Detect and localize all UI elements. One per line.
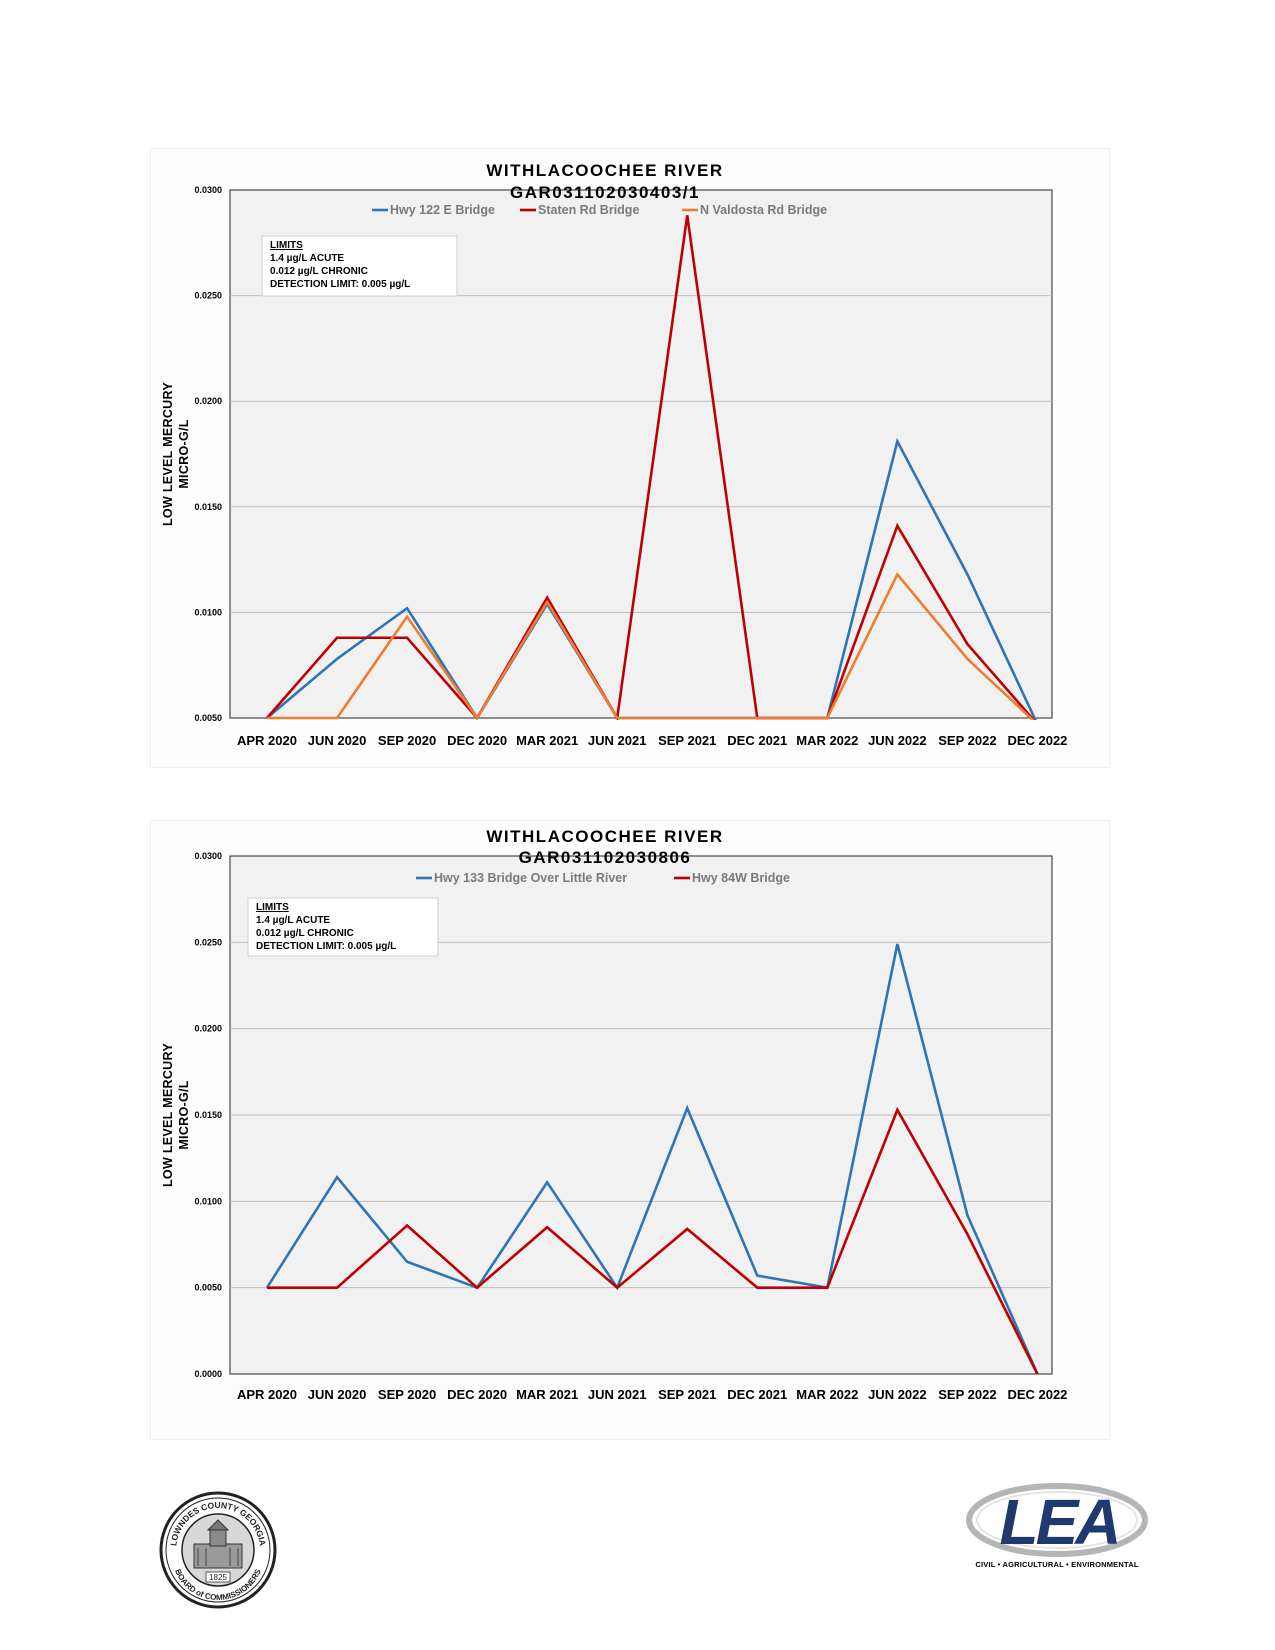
- x-tick-label: JUN 2020: [308, 1387, 367, 1402]
- y-tick-label: 0.0300: [194, 851, 222, 861]
- limits-heading: LIMITS: [256, 902, 289, 913]
- x-tick-label: JUN 2021: [588, 733, 647, 748]
- x-tick-label: JUN 2022: [868, 733, 927, 748]
- x-tick-label: MAR 2022: [796, 733, 858, 748]
- y-axis-label-line1: LOW LEVEL MERCURY: [161, 1043, 175, 1187]
- x-tick-label: SEP 2022: [938, 733, 996, 748]
- x-tick-label: SEP 2020: [378, 733, 436, 748]
- mercury-chart-1: WITHLACOOCHEE RIVER GAR031102030403/1 0.00…: [149, 147, 1111, 769]
- y-tick-label: 0.0250: [194, 291, 222, 301]
- mercury-chart-2: WITHLACOOCHEE RIVER GAR031102030806 0.0000…: [149, 819, 1111, 1441]
- x-tick-label: SEP 2021: [658, 1387, 716, 1402]
- lea-tagline: CIVIL • AGRICULTURAL • ENVIRONMENTAL: [975, 1560, 1139, 1569]
- y-tick-label: 0.0150: [194, 502, 222, 512]
- limits-box: [247, 897, 439, 957]
- x-tick-label: SEP 2021: [658, 733, 716, 748]
- y-axis-label-line1: LOW LEVEL MERCURY: [161, 382, 175, 526]
- legend-label: Hwy 133 Bridge Over Little River: [434, 871, 627, 885]
- x-tick-label: APR 2020: [237, 1387, 297, 1402]
- limits-box: [261, 235, 458, 297]
- y-tick-label: 0.0100: [194, 607, 222, 617]
- chart-1-group: WITHLACOOCHEE RIVER GAR031102030403/1 0.00…: [149, 147, 1111, 769]
- chart-1-svg: WITHLACOOCHEE RIVER GAR031102030403/1 0.00…: [149, 147, 1111, 769]
- x-tick-label: MAR 2021: [516, 1387, 578, 1402]
- y-tick-label: 0.0000: [194, 1369, 222, 1379]
- x-tick-label: DEC 2022: [1007, 1387, 1067, 1402]
- chart-2-group: WITHLACOOCHEE RIVER GAR031102030806 0.0000…: [149, 819, 1111, 1441]
- x-tick-label: DEC 2020: [447, 1387, 507, 1402]
- lea-logo-text: LEA: [1000, 1486, 1119, 1558]
- x-tick-label: JUN 2020: [308, 733, 367, 748]
- x-tick-label: APR 2020: [237, 733, 297, 748]
- y-axis-label-line2: MICRO-G/L: [177, 1080, 191, 1149]
- y-tick-label: 0.0050: [194, 1283, 222, 1293]
- y-tick-label: 0.0250: [194, 937, 222, 947]
- x-tick-label: MAR 2021: [516, 733, 578, 748]
- limits-line: 0.012 µg/L CHRONIC: [270, 266, 368, 277]
- y-tick-label: 0.0300: [194, 185, 222, 195]
- y-tick-label: 0.0200: [194, 396, 222, 406]
- chart-title: WITHLACOOCHEE RIVER: [486, 161, 723, 180]
- series-line-1: [265, 943, 1039, 1375]
- series-line-2: [267, 1106, 1039, 1375]
- x-tick-label: JUN 2021: [588, 1387, 647, 1402]
- limits-line: 0.012 µg/L CHRONIC: [256, 928, 354, 939]
- y-axis-label-line2: MICRO-G/L: [177, 419, 191, 488]
- legend-label: Hwy 84W Bridge: [692, 871, 790, 885]
- limits-line: 1.4 µg/L ACUTE: [270, 253, 344, 264]
- legend-label: N Valdosta Rd Bridge: [700, 203, 827, 217]
- x-tick-label: DEC 2021: [727, 733, 787, 748]
- limits-line: DETECTION LIMIT: 0.005 µg/L: [270, 279, 410, 290]
- chart-2-svg: WITHLACOOCHEE RIVER GAR031102030806 0.0000…: [149, 819, 1111, 1441]
- x-tick-label: JUN 2022: [868, 1387, 927, 1402]
- x-tick-label: DEC 2020: [447, 733, 507, 748]
- chart-subtitle: GAR031102030806: [519, 848, 692, 867]
- lowndes-county-seal: 1825 LOWNDES COUNTY GEORGIA BOARD of COM…: [158, 1488, 278, 1612]
- x-tick-label: SEP 2020: [378, 1387, 436, 1402]
- series-line-3: [267, 572, 1035, 720]
- chart-title: WITHLACOOCHEE RIVER: [486, 827, 723, 846]
- seal-year: 1825: [209, 1573, 227, 1582]
- y-tick-label: 0.0200: [194, 1024, 222, 1034]
- x-tick-label: DEC 2022: [1007, 733, 1067, 748]
- x-tick-label: SEP 2022: [938, 1387, 996, 1402]
- limits-heading: LIMITS: [270, 240, 303, 251]
- y-tick-label: 0.0100: [194, 1196, 222, 1206]
- limits-line: DETECTION LIMIT: 0.005 µg/L: [256, 941, 396, 952]
- y-tick-label: 0.0150: [194, 1110, 222, 1120]
- x-tick-label: MAR 2022: [796, 1387, 858, 1402]
- legend-label: Hwy 122 E Bridge: [390, 203, 495, 217]
- chart-subtitle: GAR031102030403/1: [510, 183, 700, 202]
- x-tick-label: DEC 2021: [727, 1387, 787, 1402]
- lea-logo: LEA CIVIL • AGRICULTURAL • ENVIRONMENTAL: [962, 1474, 1152, 1574]
- limits-line: 1.4 µg/L ACUTE: [256, 915, 330, 926]
- y-tick-label: 0.0050: [194, 713, 222, 723]
- legend-label: Staten Rd Bridge: [538, 203, 639, 217]
- series-line-2: [266, 215, 1036, 720]
